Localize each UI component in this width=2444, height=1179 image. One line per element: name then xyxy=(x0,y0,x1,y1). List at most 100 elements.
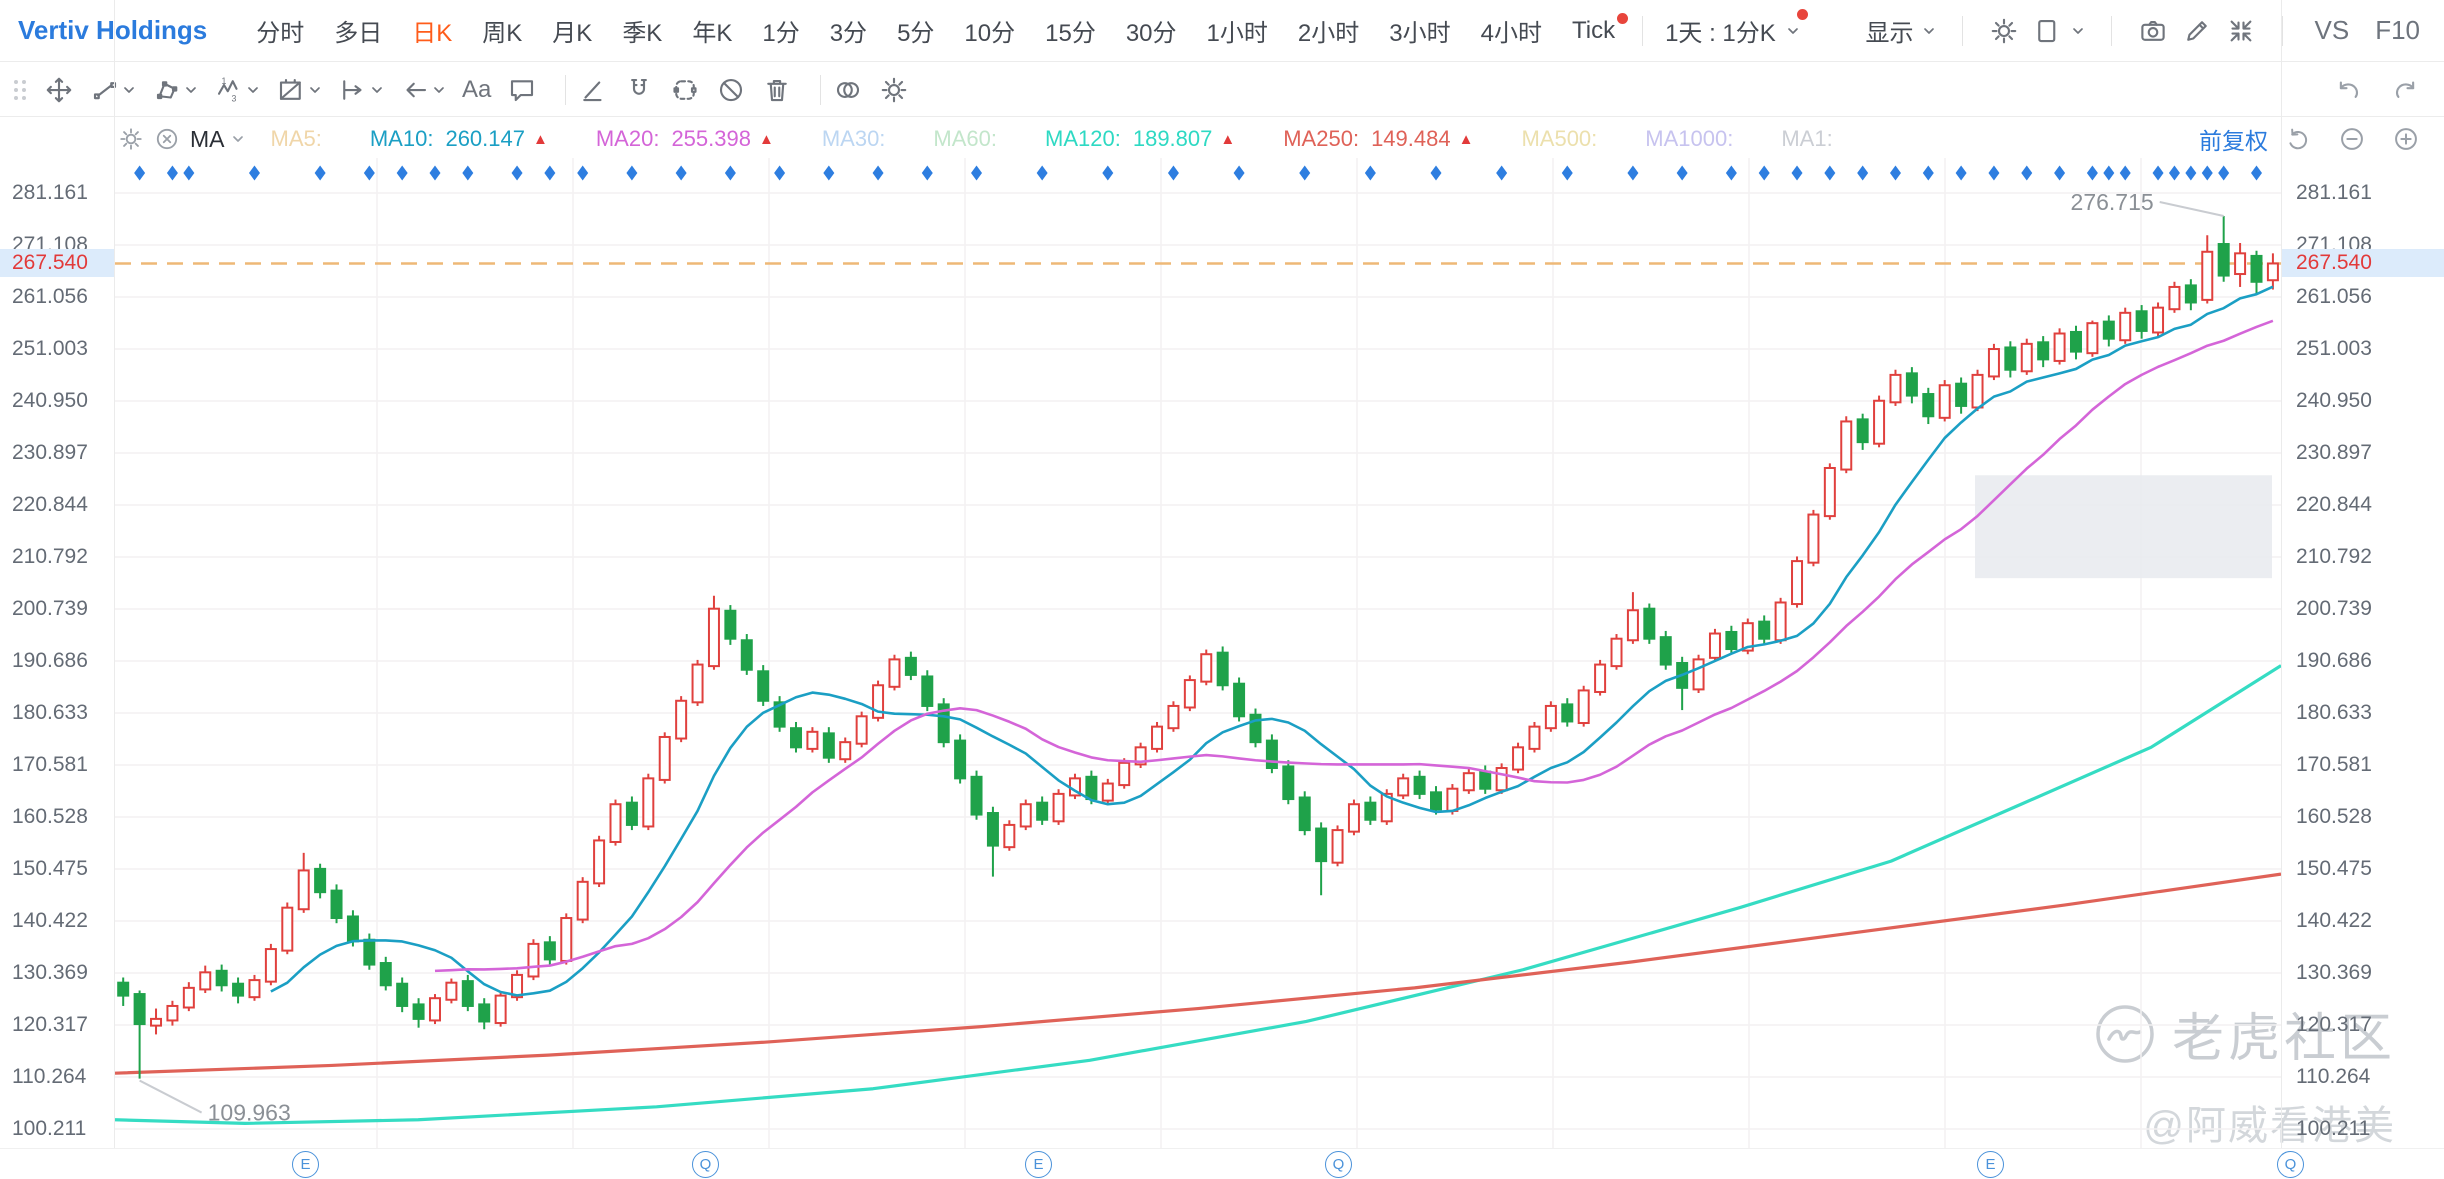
layout-dropdown[interactable] xyxy=(2033,16,2085,46)
zoom-out-icon[interactable] xyxy=(2338,125,2366,153)
period-tab-3小时[interactable]: 3小时 xyxy=(1389,20,1451,47)
hide-drawings-tool[interactable] xyxy=(716,75,746,105)
period-tab-多日[interactable]: 多日 xyxy=(334,20,383,47)
comment-tool[interactable] xyxy=(507,75,537,105)
drawing-settings-icon[interactable] xyxy=(879,75,909,105)
ma-item-ma5[interactable]: MA5: xyxy=(270,126,322,151)
period-tab-日K[interactable]: 日K xyxy=(412,20,453,47)
indicator-close-icon[interactable] xyxy=(154,126,180,152)
price-tick-label: 180.633 xyxy=(12,701,88,724)
up-arrow-icon: ▲ xyxy=(758,130,774,148)
ma-item-ma10[interactable]: MA10: 260.147 ▲ xyxy=(369,126,548,151)
period-tab-30分[interactable]: 30分 xyxy=(1125,20,1177,47)
price-tick-label: 110.264 xyxy=(2296,1065,2371,1088)
adjust-mode-button[interactable]: 前复权 xyxy=(2199,128,2268,154)
candles-layer xyxy=(117,216,2279,1079)
current-price-label: 267.540 xyxy=(2282,249,2444,278)
vs-compare-button[interactable]: VS xyxy=(2314,15,2350,45)
event-marker-e[interactable]: E xyxy=(1025,1151,1052,1178)
ma-line-ma20 xyxy=(434,319,2274,973)
trendline-tool[interactable] xyxy=(90,75,136,105)
period-tab-1分[interactable]: 1分 xyxy=(762,20,800,47)
period-tab-1小时[interactable]: 1小时 xyxy=(1206,20,1268,47)
chevron-down-icon[interactable] xyxy=(231,132,245,146)
shape-tool[interactable] xyxy=(152,75,198,105)
custom-period-dropdown[interactable]: 1天 : 1分K xyxy=(1655,7,1810,54)
period-tab-Tick[interactable]: Tick xyxy=(1557,11,1630,51)
price-tick-label: 230.897 xyxy=(12,441,88,464)
ma-item-ma120[interactable]: MA120: 189.807 ▲ xyxy=(1045,126,1236,151)
price-tick-label: 251.003 xyxy=(12,337,88,360)
indicator-name[interactable]: MA xyxy=(190,125,225,152)
ma-item-ma1[interactable]: MA1: xyxy=(1781,126,1833,151)
period-tab-月K[interactable]: 月K xyxy=(552,20,593,47)
candlestick-chart[interactable]: 276.715 109.963 xyxy=(114,158,2282,1148)
collapse-icon[interactable] xyxy=(2226,16,2256,46)
price-tick-label: 220.844 xyxy=(12,493,88,517)
divider xyxy=(2110,15,2112,46)
edit-pencil-icon[interactable] xyxy=(2182,16,2212,46)
up-arrow-icon: ▲ xyxy=(1458,130,1474,148)
toolbar-drag-handle[interactable] xyxy=(14,79,26,100)
ma-item-ma250[interactable]: MA250: 149.484 ▲ xyxy=(1283,126,1474,151)
period-tab-2小时[interactable]: 2小时 xyxy=(1297,20,1360,47)
reset-zoom-icon[interactable] xyxy=(2284,125,2312,153)
ma-item-ma30[interactable]: MA30: xyxy=(821,126,886,151)
price-tick-label: 170.581 xyxy=(2296,753,2372,776)
price-tick-label: 160.528 xyxy=(12,805,88,828)
settings-icon[interactable] xyxy=(1989,16,2019,46)
right-price-axis[interactable]: 281.161 271.108 261.056 251.003 240.950 230.8… xyxy=(2281,0,2444,1148)
zoom-in-icon[interactable] xyxy=(2392,125,2420,153)
chevron-down-icon xyxy=(1923,27,1934,34)
price-tick-label: 150.475 xyxy=(2296,857,2372,880)
screenshot-camera-icon[interactable] xyxy=(2138,16,2168,46)
event-marker-e[interactable]: E xyxy=(1977,1151,2004,1178)
period-tab-分时[interactable]: 分时 xyxy=(256,20,305,47)
divider xyxy=(1642,15,1644,46)
group-select-tool[interactable] xyxy=(670,75,700,105)
rectangle-drawing-annotation[interactable] xyxy=(1975,475,2272,579)
compare-overlay-tool[interactable] xyxy=(833,75,863,105)
chevron-down-icon xyxy=(372,86,382,93)
ma-item-ma20[interactable]: MA20: 255.398 ▲ xyxy=(595,126,774,151)
event-marker-q[interactable]: Q xyxy=(2277,1151,2304,1178)
left-price-axis[interactable]: 281.161 271.108 261.056 251.003 240.950 230.8… xyxy=(0,0,115,1148)
indicator-settings-icon[interactable] xyxy=(118,126,144,152)
ma-line-ma250 xyxy=(114,872,2282,1075)
undo-icon[interactable] xyxy=(2334,75,2364,105)
period-tab-15分[interactable]: 15分 xyxy=(1045,20,1096,47)
period-tab-3分[interactable]: 3分 xyxy=(829,20,868,47)
arrow-tool[interactable] xyxy=(400,75,446,105)
chevron-down-icon xyxy=(310,86,320,93)
period-tab-5分[interactable]: 5分 xyxy=(897,20,935,47)
measure-tool[interactable] xyxy=(338,75,384,105)
ma-item-ma500[interactable]: MA500: xyxy=(1521,126,1598,151)
period-tab-周K[interactable]: 周K xyxy=(482,20,523,47)
period-tab-季K[interactable]: 季K xyxy=(622,20,663,47)
symbol-title[interactable]: Vertiv Holdings xyxy=(18,15,208,45)
display-dropdown[interactable]: 显示 xyxy=(1866,13,1936,48)
period-tab-10分[interactable]: 10分 xyxy=(964,20,1016,47)
angle-line-tool[interactable] xyxy=(578,75,608,105)
period-tab-4小时[interactable]: 4小时 xyxy=(1480,20,1542,47)
event-marker-q[interactable]: Q xyxy=(692,1151,719,1178)
delete-drawings-tool[interactable] xyxy=(762,75,792,105)
price-tick-label: 130.369 xyxy=(12,961,88,985)
text-tool[interactable]: Aa xyxy=(462,75,492,103)
event-marker-q[interactable]: Q xyxy=(1325,1151,1352,1178)
pattern-tool[interactable] xyxy=(276,75,322,105)
f10-info-button[interactable]: F10 xyxy=(2375,15,2420,45)
price-tick-label: 160.528 xyxy=(2296,805,2372,828)
redo-icon[interactable] xyxy=(2390,75,2420,105)
news-diamond-markers[interactable] xyxy=(134,165,2262,181)
event-marker-e[interactable]: E xyxy=(292,1151,319,1178)
magnet-tool[interactable] xyxy=(624,75,654,105)
ma-item-ma60[interactable]: MA60: xyxy=(933,126,998,151)
price-tick-label: 170.581 xyxy=(12,753,88,776)
ma-item-ma1000[interactable]: MA1000: xyxy=(1645,126,1734,151)
ma-values: MA5: MA10: 260.147 ▲ MA20: 255.398 ▲ MA30: MA60:… xyxy=(271,126,1881,152)
period-tab-年K[interactable]: 年K xyxy=(692,20,733,47)
move-tool[interactable] xyxy=(44,75,74,105)
